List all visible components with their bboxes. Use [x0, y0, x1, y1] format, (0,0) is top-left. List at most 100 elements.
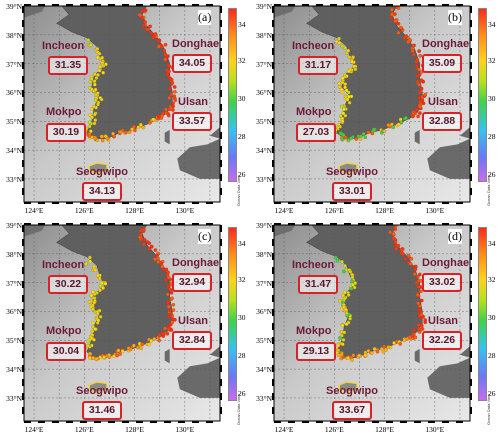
- frame-tick: [272, 6, 274, 13]
- frame-tick: [220, 62, 222, 69]
- coastal-station-dot: [396, 122, 401, 127]
- latitude-tick-label: 33°N: [6, 393, 22, 403]
- frame-tick: [470, 160, 472, 167]
- coastal-station-dot: [90, 343, 94, 348]
- coastal-station-dot: [341, 293, 346, 298]
- colorbar-title: Ocean Data View: [486, 393, 491, 425]
- coastal-station-dot: [391, 232, 396, 236]
- coastal-station-dot: [408, 335, 412, 339]
- longitude-tick-label: 128°E: [125, 425, 144, 434]
- frame-tick: [358, 223, 365, 225]
- map-panel-b: 39°N 38°N 37°N 36°N 35°N 34°N 33°N 124°E 126°E 12…: [250, 0, 500, 218]
- coastal-station-dot: [90, 329, 95, 334]
- colorbar-tick-label: 32: [488, 56, 496, 65]
- coastal-station-dot: [155, 253, 159, 258]
- coastal-station-dot: [386, 123, 391, 127]
- longitude-tick-label: 130°E: [175, 206, 195, 215]
- coastal-station-dot: [336, 343, 341, 348]
- frame-tick: [386, 223, 393, 225]
- frame-tick: [442, 202, 449, 204]
- frame-tick: [272, 295, 274, 302]
- frame-tick: [164, 4, 171, 6]
- station-name-seogwipo: Seogwipo: [326, 385, 378, 397]
- coastal-station-dot: [164, 107, 168, 112]
- frame-tick: [470, 225, 472, 232]
- map-canvas: [22, 2, 222, 204]
- station-name-seogwipo: Seogwipo: [326, 166, 378, 178]
- latitude-tick-label: 39°N: [6, 2, 22, 11]
- longitude-tick-label: 126°E: [324, 425, 344, 434]
- frame-tick: [272, 323, 274, 330]
- salinity-value-seogwipo: 31.46: [82, 401, 122, 420]
- salinity-value-ulsan: 32.26: [422, 331, 462, 350]
- coastal-station-dot: [139, 122, 143, 127]
- frame-tick: [302, 223, 309, 225]
- coastal-station-dot: [390, 7, 394, 12]
- coastal-station-dot: [157, 114, 161, 118]
- frame-tick: [470, 76, 472, 83]
- coastal-station-dot: [346, 356, 351, 360]
- frame-tick: [38, 223, 45, 225]
- colorbar-tick-label: 32: [238, 56, 246, 65]
- frame-tick: [38, 202, 45, 204]
- coastal-station-dot: [96, 55, 100, 60]
- colorbar-tick-label: 26: [238, 389, 246, 398]
- frame-tick: [22, 90, 24, 97]
- coastal-station-dot: [93, 112, 97, 117]
- salinity-value-seogwipo: 33.01: [332, 182, 372, 201]
- coastal-station-dot: [93, 98, 98, 103]
- frame-tick: [470, 309, 472, 316]
- frame-tick: [220, 253, 222, 260]
- coastal-station-dot: [375, 349, 380, 354]
- coastal-station-dot: [84, 261, 88, 266]
- frame-tick: [220, 174, 222, 181]
- station-name-mokpo: Mokpo: [296, 325, 332, 337]
- coastal-station-dot: [96, 73, 100, 77]
- salinity-value-incheon: 30.22: [48, 275, 88, 294]
- map-canvas: [272, 220, 472, 423]
- coastal-station-dot: [396, 220, 399, 223]
- coastal-station-dot: [389, 16, 394, 20]
- coastal-station-dot: [380, 347, 384, 351]
- coastal-station-dot: [349, 286, 354, 291]
- coastal-station-dot: [421, 101, 426, 106]
- coastal-station-dot: [343, 263, 347, 268]
- frame-tick: [24, 4, 31, 6]
- station-name-ulsan: Ulsan: [428, 315, 458, 327]
- coastal-station-dot: [418, 100, 423, 104]
- coastal-station-dot: [351, 55, 355, 59]
- frame-tick: [136, 421, 143, 423]
- frame-tick: [470, 295, 472, 302]
- coastal-station-dot: [166, 301, 170, 305]
- coastal-station-dot: [348, 269, 353, 274]
- salinity-value-incheon: 31.47: [298, 275, 338, 294]
- longitude-tick-label: 126°E: [74, 206, 94, 215]
- salinity-value-donghae: 32.94: [172, 273, 212, 292]
- coastal-station-dot: [147, 247, 152, 251]
- kyushu-landmass: [177, 138, 220, 179]
- coastal-station-dot: [153, 248, 158, 252]
- station-name-donghae: Donghae: [172, 38, 220, 50]
- frame-tick: [470, 6, 472, 13]
- station-name-ulsan: Ulsan: [178, 96, 208, 108]
- coastal-station-dot: [167, 96, 172, 100]
- coastal-station-dot: [420, 298, 424, 303]
- longitude-tick-label: 124°E: [24, 425, 44, 434]
- coastal-station-dot: [396, 6, 401, 10]
- frame-tick: [192, 421, 199, 423]
- frame-tick: [470, 267, 472, 274]
- frame-tick: [316, 202, 323, 204]
- coastal-station-dot: [419, 86, 424, 91]
- frame-tick: [22, 104, 24, 111]
- colorbar: [228, 8, 237, 182]
- coastal-station-dot: [419, 78, 424, 83]
- coastal-station-dot: [93, 72, 97, 77]
- coastal-station-dot: [341, 338, 346, 342]
- coastal-station-dot: [94, 93, 98, 98]
- coastal-station-dot: [100, 55, 104, 60]
- kyushu-landmass: [177, 357, 220, 398]
- frame-tick: [22, 351, 24, 358]
- coastal-station-dot: [145, 2, 148, 5]
- frame-tick: [274, 4, 281, 6]
- frame-tick: [206, 421, 213, 423]
